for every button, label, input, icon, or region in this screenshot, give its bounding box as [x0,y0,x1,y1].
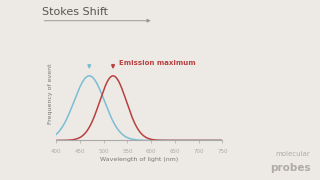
Text: probes: probes [270,163,310,173]
Text: molecular: molecular [276,151,310,157]
Text: Emission maximum: Emission maximum [119,60,196,66]
X-axis label: Wavelength of light (nm): Wavelength of light (nm) [100,157,178,161]
Y-axis label: Frequency of event: Frequency of event [48,63,53,124]
Text: Stokes Shift: Stokes Shift [42,7,108,17]
